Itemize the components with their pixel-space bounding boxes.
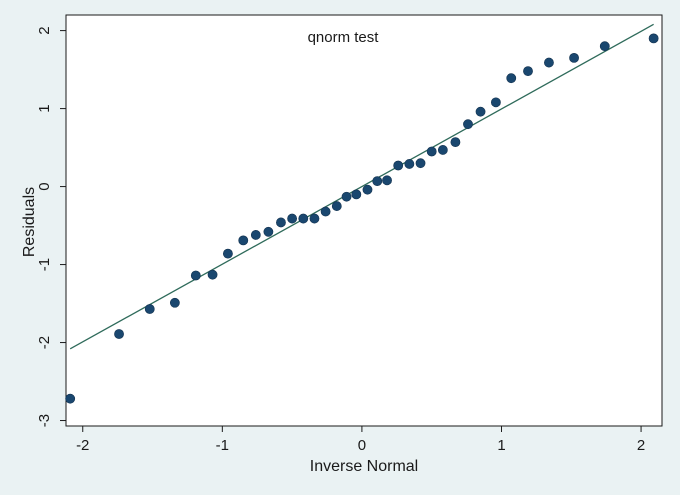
- data-point: [450, 137, 461, 148]
- data-point: [341, 191, 352, 202]
- data-point: [298, 213, 309, 224]
- data-point: [190, 270, 201, 281]
- data-point: [276, 217, 286, 228]
- data-point: [523, 66, 533, 77]
- data-point: [382, 175, 392, 186]
- data-point: [250, 230, 261, 240]
- data-point: [65, 393, 76, 404]
- y-tick-label: 2: [36, 26, 53, 34]
- x-axis-title: Inverse Normal: [310, 458, 418, 475]
- data-point: [372, 176, 383, 187]
- y-tick-label: 1: [36, 104, 53, 112]
- axes-layer: -2 -1 0 1 2 -3 -2 -1 0 1 2: [36, 26, 645, 454]
- chart-title: qnorm test: [308, 29, 380, 46]
- data-point: [169, 297, 180, 308]
- data-point: [331, 201, 342, 211]
- data-point: [144, 304, 155, 314]
- x-tick-label: -1: [216, 437, 229, 454]
- data-point: [309, 213, 320, 224]
- data-point: [506, 73, 517, 84]
- data-point: [648, 33, 659, 44]
- y-axis-title: Residuals: [21, 187, 38, 257]
- data-point: [223, 248, 233, 259]
- data-point: [475, 106, 486, 117]
- data-point: [114, 329, 124, 339]
- y-tick-label: -3: [36, 414, 53, 427]
- data-point: [599, 41, 610, 52]
- data-point: [437, 145, 448, 155]
- data-point: [569, 52, 579, 63]
- data-point: [491, 97, 501, 108]
- y-tick-label: -1: [36, 258, 53, 271]
- data-point: [404, 159, 415, 169]
- data-point: [351, 189, 362, 200]
- points-layer: [65, 33, 659, 404]
- data-point: [287, 213, 298, 224]
- data-point: [544, 57, 554, 68]
- y-tick-label: -2: [36, 336, 53, 349]
- x-tick-label: 1: [497, 437, 505, 454]
- data-point: [463, 119, 473, 130]
- plot-area: [65, 14, 663, 427]
- data-point: [393, 160, 404, 171]
- y-tick-label: 0: [36, 182, 53, 190]
- data-point: [207, 269, 218, 280]
- x-tick-label: 0: [358, 437, 366, 454]
- data-point: [415, 158, 426, 169]
- x-tick-label: -2: [76, 437, 89, 454]
- data-point: [320, 206, 331, 217]
- data-point: [362, 184, 373, 195]
- reference-line: [69, 23, 654, 350]
- fit-line-layer: [69, 23, 654, 350]
- data-point: [263, 226, 274, 237]
- data-point: [426, 146, 437, 157]
- data-point: [238, 235, 249, 246]
- x-tick-label: 2: [637, 437, 645, 454]
